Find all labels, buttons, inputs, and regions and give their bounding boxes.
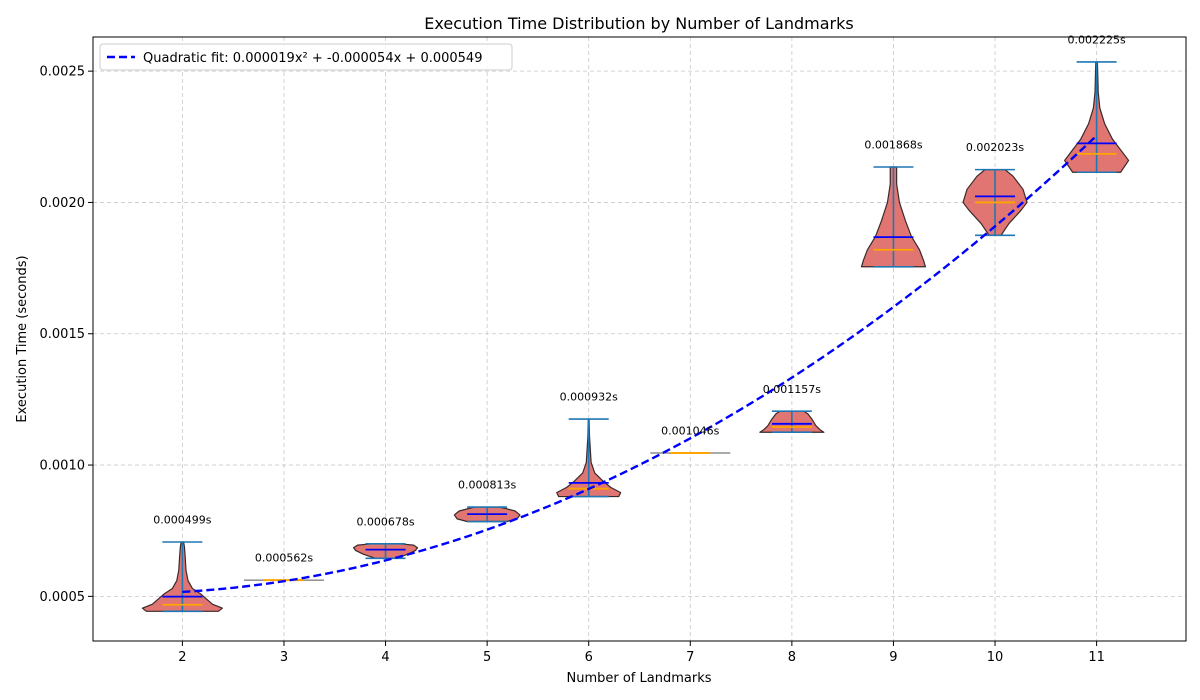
violin-group	[453, 506, 521, 523]
mean-value-label: 0.000813s	[458, 479, 516, 492]
y-tick-label: 0.0005	[40, 590, 86, 605]
x-tick-label: 3	[280, 650, 288, 665]
y-tick-label: 0.0015	[40, 327, 86, 342]
chart-title: Execution Time Distribution by Number of…	[424, 14, 853, 33]
x-tick-label: 11	[1088, 650, 1105, 665]
mean-value-label: 0.000932s	[560, 391, 618, 404]
quadratic-fit	[182, 134, 1098, 594]
x-tick-label: 10	[987, 650, 1004, 665]
x-tick-label: 6	[585, 650, 593, 665]
axes: 0.0005 0.0010 0.0015 0.0020 0.0025 2 3 4 5 6 7 8 9 10…	[40, 65, 1105, 665]
legend: Quadratic fit: 0.000019x² + -0.000054x +…	[99, 43, 513, 71]
mean-value-label: 0.000562s	[255, 552, 313, 565]
x-tick-label: 5	[483, 650, 491, 665]
violin-group	[1064, 61, 1130, 174]
legend-box	[99, 43, 513, 71]
legend-label: Quadratic fit: 0.000019x² + -0.000054x +…	[143, 51, 482, 66]
violin-group	[141, 541, 223, 613]
y-axis-label: Execution Time (seconds)	[15, 255, 30, 422]
violin-group	[759, 410, 825, 434]
mean-value-label: 0.001046s	[661, 425, 719, 438]
mean-value-label: 0.002225s	[1068, 34, 1126, 47]
x-tick-label: 2	[178, 650, 186, 665]
violin-group	[962, 168, 1028, 237]
violin-group	[860, 166, 927, 268]
x-tick-label: 7	[686, 650, 694, 665]
x-tick-label: 4	[381, 650, 389, 665]
mean-value-label: 0.000499s	[153, 514, 211, 527]
grid	[93, 37, 1186, 641]
x-tick-label: 8	[788, 650, 796, 665]
mean-value-label: 0.002023s	[966, 141, 1024, 154]
y-tick-label: 0.0025	[40, 65, 86, 80]
x-axis-label: Number of Landmarks	[567, 671, 712, 686]
y-tick-label: 0.0010	[40, 459, 86, 474]
fit-curve	[182, 134, 1098, 594]
mean-value-label: 0.001868s	[864, 139, 922, 152]
mean-value-label: 0.001157s	[763, 383, 821, 396]
y-tick-label: 0.0020	[40, 196, 86, 211]
violin-group	[352, 543, 419, 560]
mean-value-label: 0.000678s	[356, 515, 414, 528]
x-tick-label: 9	[889, 650, 897, 665]
plot-frame	[92, 36, 1187, 642]
